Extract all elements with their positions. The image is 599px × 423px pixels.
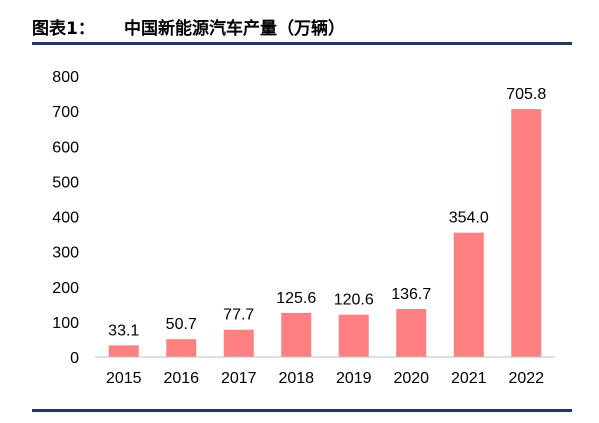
bar [281,312,312,357]
data-label: 705.8 [506,86,546,103]
y-tick-label: 700 [52,104,79,121]
y-tick-label: 800 [52,69,79,86]
figure-number: 图表1： [32,19,95,39]
bar [108,345,139,357]
x-tick-label: 2016 [163,370,199,387]
y-tick-label: 0 [70,350,79,367]
x-tick-label: 2018 [278,370,314,387]
data-label: 354.0 [449,210,489,227]
chart-title-row: 图表1： 中国新能源汽车产量（万辆） [32,14,572,39]
bar [338,314,369,357]
bottom-rule [32,409,572,412]
data-label: 50.7 [166,316,197,333]
data-label: 33.1 [108,322,139,339]
x-tick-label: 2015 [106,370,142,387]
bar [166,339,197,357]
data-label: 77.7 [223,307,254,324]
bar [223,329,254,357]
y-tick-label: 100 [52,315,79,332]
chart-title: 中国新能源汽车产量（万辆） [124,19,345,39]
x-tick-label: 2021 [451,370,487,387]
y-tick-label: 200 [52,280,79,297]
data-label: 125.6 [276,290,316,307]
data-label: 120.6 [334,292,374,309]
bar [511,109,542,357]
top-rule [32,42,572,45]
x-tick-label: 2020 [393,370,429,387]
x-tick-label: 2022 [508,370,544,387]
y-tick-label: 300 [52,245,79,262]
bar [396,308,427,357]
x-tick-label: 2019 [336,370,372,387]
y-tick-label: 500 [52,174,79,191]
bar [453,232,484,357]
y-tick-label: 400 [52,210,79,227]
data-label: 136.7 [391,286,431,303]
y-tick-label: 600 [52,139,79,156]
x-tick-label: 2017 [221,370,257,387]
